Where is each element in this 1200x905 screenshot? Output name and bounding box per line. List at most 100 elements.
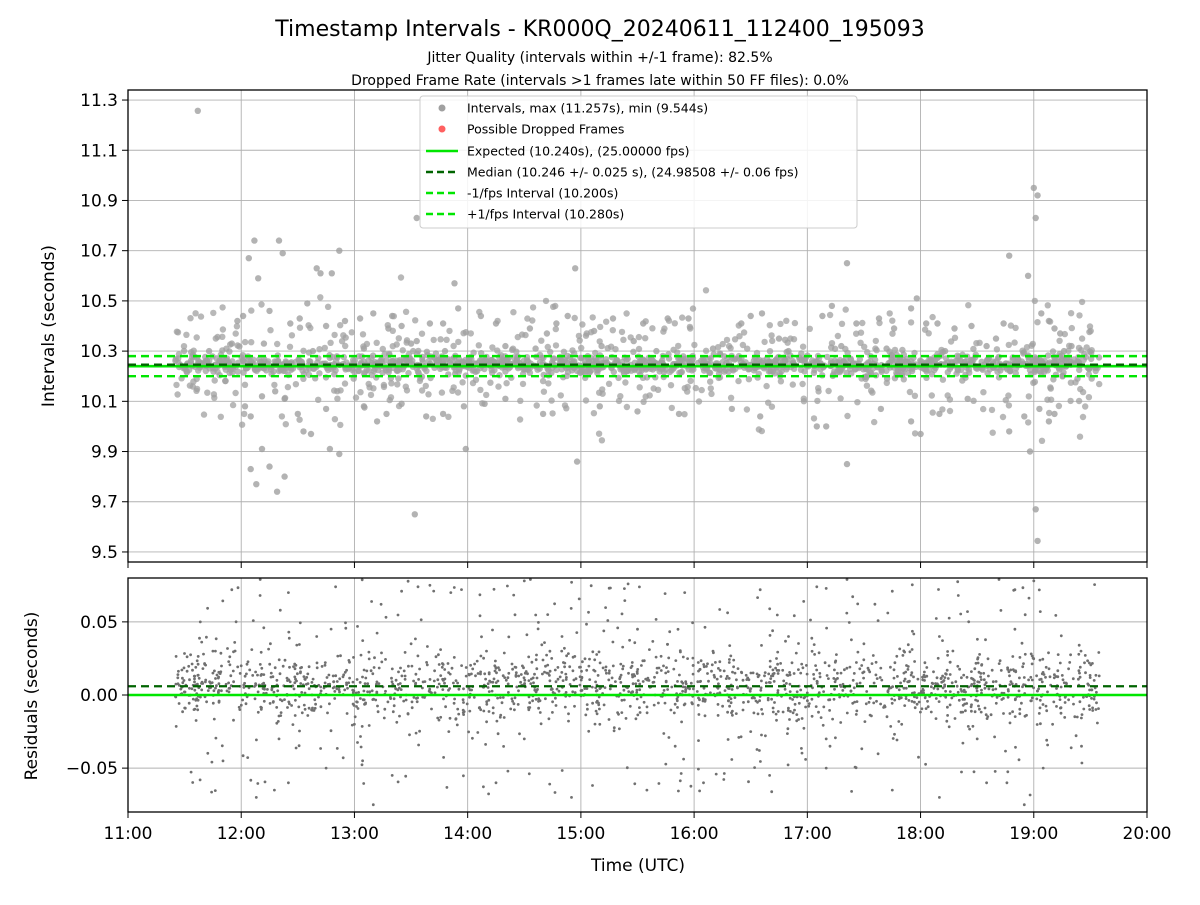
residual-point [806, 699, 809, 703]
residual-point [832, 677, 836, 680]
residual-point [655, 666, 659, 670]
residual-point [441, 677, 444, 681]
interval-point [340, 332, 347, 339]
interval-point [806, 325, 813, 332]
residual-point [206, 606, 210, 610]
interval-point [1051, 410, 1058, 418]
legend-entry-dropped: Possible Dropped Frames [438, 122, 624, 137]
residual-point [941, 674, 944, 678]
interval-point [1006, 428, 1013, 435]
residual-point [217, 700, 221, 704]
residual-point [978, 707, 981, 711]
residual-point [972, 770, 976, 774]
residual-point [507, 691, 510, 694]
residual-point [804, 758, 807, 761]
residual-point [310, 681, 314, 684]
residual-point [975, 689, 979, 693]
residual-point [506, 682, 510, 686]
interval-point [842, 306, 849, 313]
interval-point [747, 312, 754, 320]
interval-point [856, 356, 864, 363]
residual-point [486, 686, 490, 689]
residual-point [764, 734, 767, 738]
interval-point [660, 328, 667, 335]
interval-point [398, 400, 405, 407]
interval-point [1024, 272, 1032, 279]
residual-point [848, 665, 852, 669]
interval-point [526, 369, 534, 376]
residual-point [191, 668, 194, 672]
residual-point [817, 651, 821, 655]
residual-point [311, 677, 315, 681]
residual-point [583, 657, 587, 661]
residual-point [1092, 697, 1096, 701]
interval-point [1046, 409, 1053, 417]
residual-point [766, 696, 770, 700]
residual-point [390, 667, 394, 671]
interval-point [484, 358, 491, 365]
residual-point [621, 664, 625, 668]
residual-point [174, 682, 178, 686]
residual-point [325, 676, 329, 679]
residual-point [683, 685, 687, 689]
residual-point [414, 682, 417, 686]
residual-point [462, 687, 465, 691]
residual-point [1056, 653, 1060, 656]
residual-point [329, 627, 333, 631]
residual-point [323, 663, 327, 667]
residual-point [548, 782, 552, 786]
residual-point [768, 774, 771, 777]
residual-point [1094, 708, 1098, 711]
residual-point [591, 701, 594, 705]
residual-point [946, 714, 949, 717]
residual-point [984, 713, 988, 717]
x-tick-label: 18:00 [896, 824, 945, 844]
residual-point [760, 644, 763, 647]
residual-point [939, 676, 943, 680]
residual-point [298, 621, 302, 625]
residual-point [961, 741, 965, 745]
residual-point [376, 704, 379, 708]
residual-point [446, 662, 450, 665]
residual-point [491, 628, 494, 632]
residual-point [802, 696, 806, 700]
residual-point [370, 600, 373, 603]
residual-point [955, 684, 959, 688]
residual-point [1023, 613, 1027, 617]
residual-point [1004, 749, 1007, 753]
residual-point [268, 662, 272, 666]
interval-point [371, 365, 378, 373]
interval-point [300, 428, 307, 435]
residual-point [852, 686, 856, 690]
residual-point [1078, 675, 1082, 679]
interval-point [854, 399, 861, 406]
residual-point [845, 666, 849, 670]
residual-point [433, 669, 436, 673]
residual-point [910, 671, 914, 675]
residual-point [729, 697, 733, 701]
interval-point [477, 312, 485, 320]
residual-point [464, 666, 468, 669]
residual-point [623, 599, 627, 602]
residual-point [436, 678, 440, 682]
residual-point [239, 664, 243, 668]
interval-point [649, 325, 656, 332]
residual-point [238, 672, 242, 675]
residual-point [749, 671, 753, 675]
residual-point [1038, 610, 1042, 613]
residual-point [770, 790, 774, 794]
residual-point [285, 676, 289, 680]
legend-entry-expected: Expected (10.240s), (25.00000 fps) [426, 144, 689, 159]
residual-point [960, 689, 964, 693]
residual-point [568, 683, 572, 686]
residual-point [1023, 652, 1027, 656]
residual-point [668, 630, 672, 634]
residual-point [1018, 676, 1021, 680]
residual-point [1086, 659, 1089, 663]
residual-point [867, 700, 871, 704]
residual-point [1039, 677, 1043, 681]
residual-point [307, 665, 311, 669]
interval-point [281, 473, 288, 480]
residual-point [392, 697, 396, 701]
residual-point [361, 639, 365, 642]
